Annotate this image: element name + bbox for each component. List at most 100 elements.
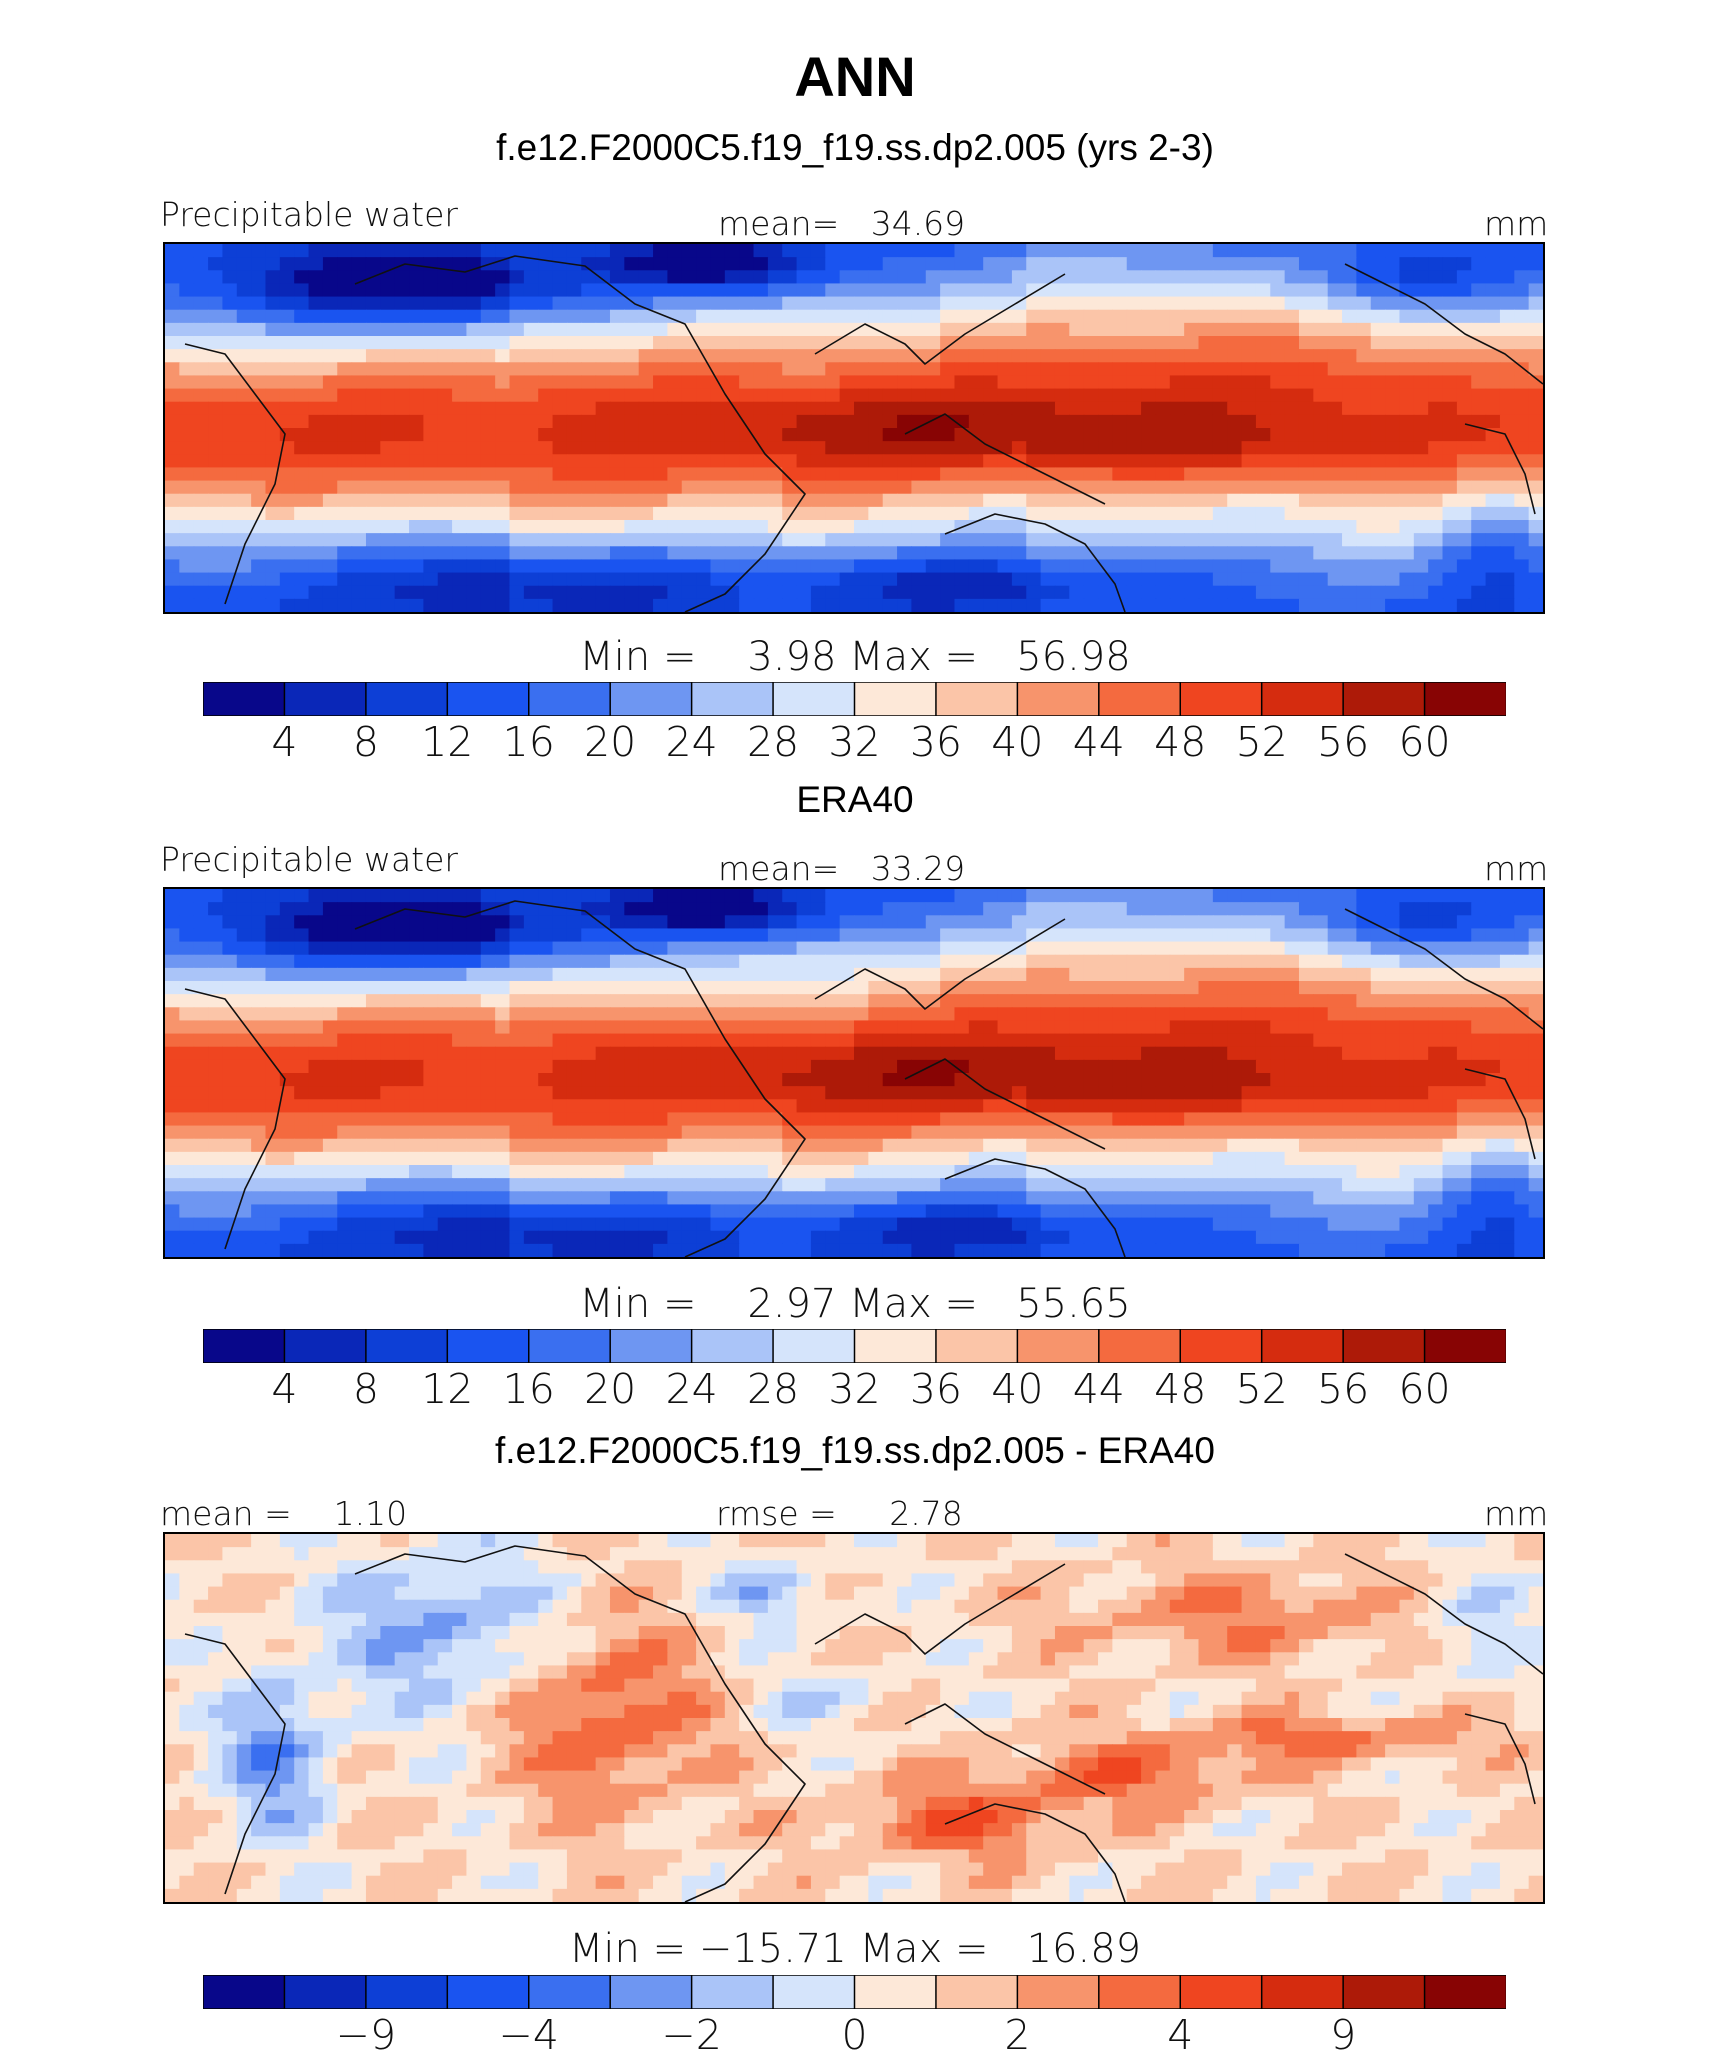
map-2-cell: [825, 928, 841, 943]
map-2-cell: [1255, 1059, 1271, 1074]
map-1-cell: [1241, 414, 1257, 429]
map-1-cell: [1514, 598, 1530, 612]
map-2-cell: [1514, 1099, 1530, 1114]
map-1-cell: [1370, 598, 1386, 612]
map-1-cell: [1399, 480, 1415, 495]
map-1-cell: [423, 454, 439, 469]
map-1-cell: [954, 428, 970, 442]
map-2-cell: [868, 1099, 884, 1114]
map-1-cell: [997, 257, 1013, 271]
map-1-cell: [495, 296, 511, 311]
map-2-cell: [696, 1165, 712, 1179]
map-1-cell: [1227, 375, 1243, 390]
map-1-cell: [609, 375, 625, 390]
map-2-cell: [222, 1059, 238, 1074]
map-1-cell: [322, 349, 338, 363]
map-2-cell: [1069, 1138, 1085, 1153]
map-2-cell: [538, 1059, 554, 1074]
map-2-cell: [810, 1112, 826, 1127]
map-2-cell: [1255, 1046, 1271, 1061]
map-1-cell: [968, 414, 984, 429]
map-1-cell: [1212, 559, 1228, 574]
map-1-cell: [193, 322, 209, 337]
map-1-cell: [739, 585, 755, 600]
map-1-cell: [1227, 309, 1243, 324]
map-1-cell: [1011, 401, 1027, 416]
map-2-cell: [495, 915, 511, 930]
map-2-cell: [452, 889, 468, 903]
map-1-cell: [165, 428, 180, 442]
map-2-cell: [1198, 1073, 1214, 1087]
map-2-cell: [954, 902, 970, 916]
map-2-cell: [1255, 1086, 1271, 1100]
map-2-cell: [997, 1138, 1013, 1153]
map-1-cell: [452, 388, 468, 403]
map-1-cell: [1198, 362, 1214, 377]
map-2-cell: [1212, 994, 1228, 1008]
map-2-cell: [983, 981, 999, 995]
map-1-cell: [480, 414, 496, 429]
map-2-cell: [954, 1059, 970, 1074]
map-1-cell: [409, 467, 424, 482]
map-2-cell: [1126, 981, 1142, 995]
map-2-cell: [1413, 1099, 1429, 1114]
map-1-cell: [294, 598, 310, 612]
map-2-cell: [782, 1007, 798, 1022]
map-2-cell: [1428, 967, 1444, 982]
map-1-cell: [1499, 362, 1515, 377]
map-1-cell: [1141, 585, 1157, 600]
map-2-cell: [365, 981, 381, 995]
map-2-cell: [782, 1138, 798, 1153]
map-2-cell: [1227, 902, 1243, 916]
map-1-cell: [1255, 441, 1271, 455]
map-2-cell: [1342, 889, 1357, 903]
map-1-cell: [638, 454, 654, 469]
map-1-cell: [882, 322, 898, 337]
map-1-cell: [1040, 559, 1056, 574]
map-2-cell: [653, 967, 668, 982]
map-1-cell: [681, 401, 697, 416]
map-1-cell: [911, 559, 927, 574]
map-1-cell: [423, 401, 439, 416]
map-2-cell: [179, 994, 195, 1008]
map-1-cell: [322, 388, 338, 403]
map-1-cell: [696, 270, 712, 285]
map-2-cell: [1313, 1165, 1329, 1179]
map-2-cell: [1241, 1112, 1257, 1127]
map-2-cell: [1198, 1178, 1214, 1192]
map-1-cell: [1399, 257, 1415, 271]
map-1-cell: [1026, 296, 1042, 311]
map-2-cell: [882, 1059, 898, 1074]
map-1-cell: [1370, 454, 1386, 469]
map-1-cell: [1126, 401, 1142, 416]
map-2-cell: [1342, 1033, 1357, 1048]
map-1-cell: [739, 572, 755, 587]
map-1-cell: [1212, 270, 1228, 285]
map-1-cell: [739, 296, 755, 311]
map-2-cell: [696, 1125, 712, 1140]
map-2-cell: [509, 1073, 525, 1087]
map-1-cell: [1155, 585, 1171, 600]
map-2-cell: [337, 994, 353, 1008]
map-1-cell: [753, 428, 769, 442]
map-1-cell: [1298, 414, 1314, 429]
map-1-cell: [1528, 598, 1543, 612]
map-1-cell: [523, 546, 539, 561]
map-2-cell: [681, 1099, 697, 1114]
colorbar-1-swatch-15: [1342, 682, 1426, 716]
map-2-cell: [1442, 1165, 1458, 1179]
map-1-cell: [1270, 362, 1286, 377]
map-2-cell: [1255, 1165, 1271, 1179]
map-2-cell: [1255, 1007, 1271, 1022]
map-1-cell: [1413, 362, 1429, 377]
map-2-cell: [810, 941, 826, 956]
map-1-cell: [810, 388, 826, 403]
map-1-cell: [1471, 296, 1487, 311]
map-1-cell: [595, 388, 611, 403]
map-1-cell: [1456, 257, 1472, 271]
map-2-cell: [1499, 1165, 1515, 1179]
map-2-cell: [911, 1165, 927, 1179]
map-1-cell: [1054, 454, 1070, 469]
map-2-cell: [523, 967, 539, 982]
map-1-cell: [1485, 520, 1501, 534]
